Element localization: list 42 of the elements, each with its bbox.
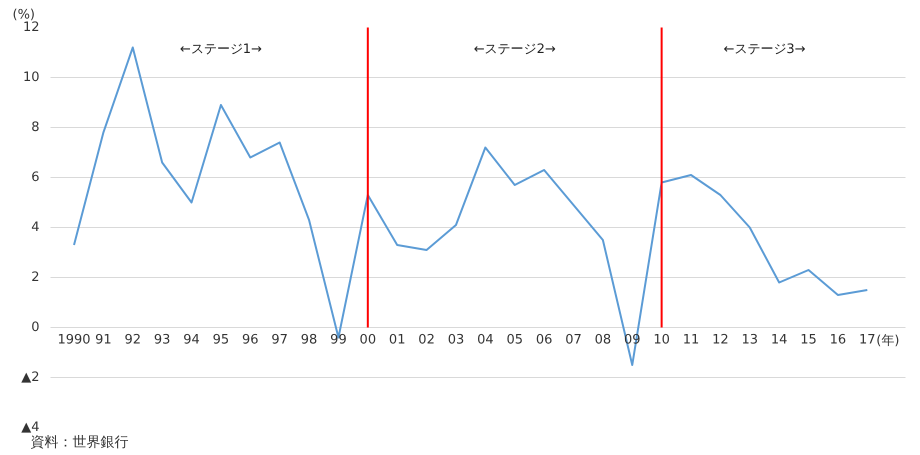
- x-tick-label: 14: [770, 332, 788, 348]
- x-tick-label: 06: [536, 332, 552, 348]
- x-tick-label: 01: [388, 332, 406, 348]
- y-tick-label: ▲2: [21, 370, 40, 385]
- x-tick-label: 04: [477, 332, 494, 348]
- x-tick-label: 10: [653, 332, 670, 348]
- x-tick-label: 03: [448, 332, 464, 348]
- y-tick-label: 4: [31, 220, 40, 235]
- x-tick-label: 16: [830, 332, 846, 348]
- x-tick-label: 05: [506, 332, 524, 348]
- x-tick-label: 99: [330, 332, 347, 348]
- x-tick-label: 92: [124, 332, 142, 348]
- x-tick-label: 94: [183, 332, 200, 348]
- annotation: ←ステージ2→: [474, 42, 556, 57]
- x-tick-label: 96: [242, 332, 259, 348]
- y-tick-label: 8: [31, 120, 40, 135]
- text: 資料：世界銀行: [30, 434, 128, 450]
- x-tick-label: 1990: [57, 332, 91, 348]
- x-tick-label: 11: [682, 332, 700, 348]
- annotation: ←ステージ3→: [723, 42, 806, 57]
- x-tick-label: 95: [212, 332, 230, 348]
- y-tick-label: 12: [22, 20, 40, 35]
- y-tick-label: 10: [22, 70, 40, 85]
- x-tick-label: 12: [712, 332, 729, 348]
- x-tick-label: 07: [565, 332, 582, 348]
- x-tick-label: 15: [800, 332, 817, 348]
- y-tick-label: 6: [31, 170, 40, 185]
- x-tick-label: 13: [742, 332, 758, 348]
- x-tick-label: 93: [154, 332, 170, 348]
- x-tick-label: 91: [95, 332, 112, 348]
- x-tick-label: 98: [300, 332, 318, 348]
- x-axis-title: (年): [876, 334, 900, 348]
- x-tick-label: 02: [418, 332, 435, 348]
- x-tick-label: 08: [594, 332, 612, 348]
- annotation: ←ステージ1→: [180, 42, 262, 57]
- y-axis-title: (%): [12, 8, 35, 22]
- x-tick-label: 00: [360, 332, 376, 348]
- y-tick-label: 2: [31, 270, 40, 285]
- y-tick-label: ▲4: [21, 420, 40, 435]
- x-tick-label: 17: [859, 332, 876, 348]
- x-tick-label: 97: [271, 332, 288, 348]
- y-tick-label: 0: [31, 320, 40, 335]
